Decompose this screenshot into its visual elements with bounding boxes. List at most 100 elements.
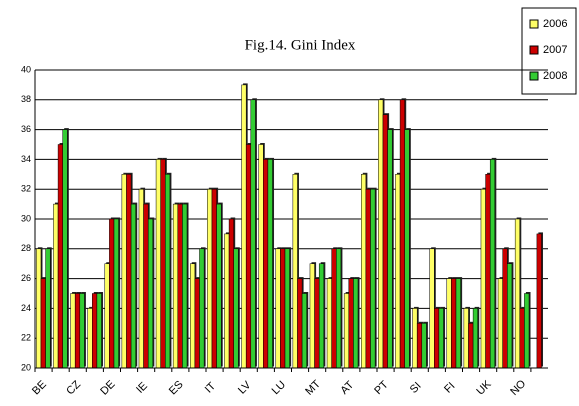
bar [113, 218, 119, 369]
bar [524, 293, 530, 369]
y-tick-label: 30 [21, 213, 31, 223]
bar [40, 278, 46, 369]
y-tick-label: 24 [21, 303, 31, 313]
legend-swatch [529, 19, 539, 29]
bar [57, 144, 63, 369]
bar [514, 218, 521, 369]
bar [228, 218, 234, 369]
x-tick-label: UK [474, 378, 494, 398]
x-tick-label: LU [270, 379, 288, 397]
bar [314, 278, 320, 369]
x-tick-label: AT [338, 379, 356, 397]
chart-title: Fig.14. Gini Index [245, 37, 356, 53]
bar [361, 174, 367, 369]
bar [446, 278, 452, 369]
x-tick-label: CZ [64, 378, 83, 397]
bar [412, 308, 418, 369]
bar [211, 188, 217, 369]
bar [429, 248, 435, 369]
bar [370, 188, 376, 369]
bar [292, 174, 298, 369]
bar [468, 323, 474, 369]
bar [138, 188, 144, 369]
y-tick-label: 26 [21, 273, 31, 283]
y-tick-label: 36 [21, 124, 31, 134]
bar [160, 159, 166, 369]
bar [263, 159, 269, 369]
bar [404, 129, 410, 369]
bar [87, 308, 93, 369]
x-tick-label: DE [98, 378, 117, 397]
bar [451, 278, 457, 369]
x-tick-label: IT [203, 380, 219, 396]
bar [502, 248, 508, 369]
bar [507, 263, 513, 369]
bar [365, 188, 371, 369]
bar [194, 278, 200, 369]
bar [378, 99, 384, 369]
y-tick-label: 40 [21, 64, 31, 74]
x-tick-label: LV [236, 379, 254, 397]
bar [318, 263, 325, 369]
bar [309, 263, 315, 369]
bar [177, 203, 183, 369]
bar [387, 129, 393, 369]
bar [301, 293, 307, 369]
bar [416, 323, 423, 369]
bar [104, 263, 110, 369]
bar [96, 293, 102, 369]
bar [250, 99, 256, 369]
x-tick-label: MT [303, 378, 323, 398]
y-tick-label: 32 [21, 184, 31, 194]
bar [245, 144, 252, 369]
bar [489, 159, 496, 369]
x-tick-label: FI [442, 380, 457, 395]
bar [36, 248, 42, 369]
bar [74, 293, 81, 369]
bar [130, 203, 136, 369]
bar [79, 293, 85, 369]
bar [343, 293, 350, 369]
bar [395, 174, 401, 369]
y-tick-label: 20 [21, 362, 31, 372]
bar [438, 308, 444, 369]
bar [92, 293, 98, 369]
bar [463, 308, 469, 369]
bar [258, 144, 264, 369]
bar [143, 203, 149, 369]
bar [207, 188, 213, 369]
bar [284, 248, 290, 369]
bar [109, 218, 115, 369]
bar [190, 263, 196, 369]
bar [421, 323, 427, 369]
bar [399, 99, 405, 369]
bar [275, 248, 281, 369]
bar [199, 248, 205, 369]
bar [472, 308, 478, 369]
bar [62, 129, 68, 369]
bar [53, 203, 59, 369]
x-tick-label: NO [508, 378, 528, 398]
bar [165, 174, 171, 369]
bar [382, 114, 388, 369]
bar [536, 233, 542, 369]
bar [331, 248, 337, 369]
bar [216, 203, 222, 369]
legend-swatch [529, 71, 539, 81]
bar [353, 278, 359, 369]
bar [480, 188, 486, 369]
bar [121, 174, 127, 369]
legend-swatch [529, 45, 539, 55]
bar [182, 203, 188, 369]
bar [455, 278, 461, 369]
bar [224, 233, 230, 369]
bar [326, 278, 332, 369]
bar [336, 248, 342, 369]
x-tick-label: IE [134, 380, 150, 396]
bar [348, 278, 354, 369]
bar [147, 218, 154, 369]
y-tick-label: 38 [21, 94, 31, 104]
legend-label: 2007 [543, 44, 567, 56]
bar [267, 159, 273, 369]
bar [434, 308, 440, 369]
